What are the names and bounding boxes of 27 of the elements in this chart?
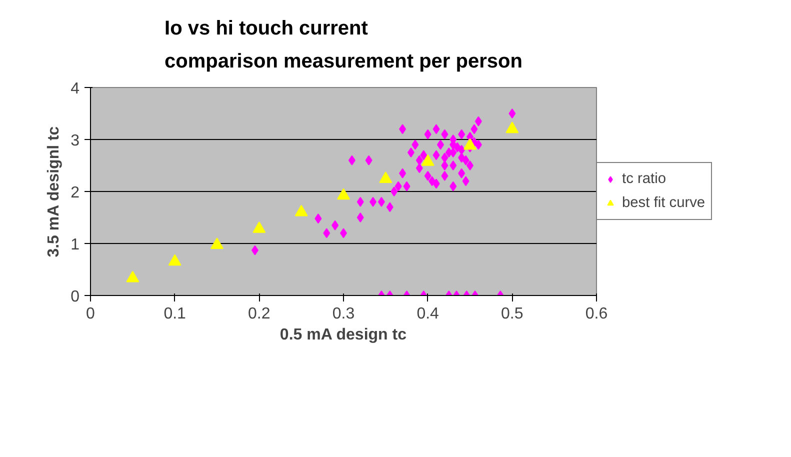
y-tick-label: 1 (70, 236, 80, 254)
y-tick-label: 2 (70, 184, 80, 202)
y-tick-label: 4 (70, 80, 80, 98)
point (210, 238, 224, 250)
x-axis-title: 0.5 mA design tc (280, 326, 407, 344)
x-tick-label: 0.5 (501, 306, 524, 322)
x-tick-label: 0.6 (585, 306, 608, 322)
y-tick-label: 0 (70, 288, 80, 306)
point (252, 222, 266, 233)
x-tick-label: 0.3 (332, 306, 355, 322)
point (294, 204, 308, 216)
x-tick-label: 0.2 (248, 306, 270, 322)
y-tick-label: 3 (70, 132, 80, 150)
x-tick-label: 0 (86, 306, 96, 322)
point (464, 138, 476, 150)
point (421, 154, 434, 166)
point (506, 122, 519, 134)
legend-label: tc ratio (622, 171, 666, 187)
chart-title: Io vs hi touch current comparison measurement per person (164, 18, 522, 72)
x-tick-label: 0.4 (416, 306, 440, 322)
x-tick-label: 0.1 (164, 306, 186, 322)
y-axis-title: 3.5 mA designl tc (46, 126, 63, 258)
legend-label: best fit curve (622, 195, 706, 211)
point (168, 254, 182, 266)
point (126, 270, 140, 282)
point (337, 188, 350, 200)
point (379, 172, 392, 183)
